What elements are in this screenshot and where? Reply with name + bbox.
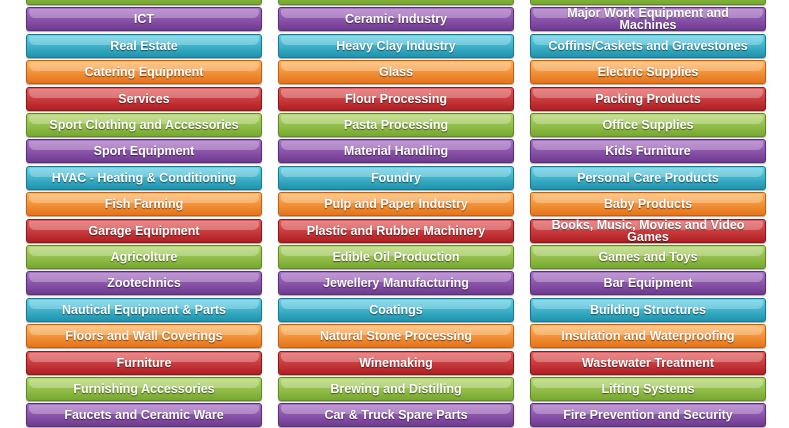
category-label: Natural Stone Processing <box>319 329 473 343</box>
category-label: Pasta Processing <box>343 118 449 132</box>
category-label: Zootechnics <box>107 276 181 290</box>
category-button[interactable] <box>530 0 766 5</box>
category-label: Coatings <box>369 303 423 317</box>
category-label: Material Handling <box>343 144 449 158</box>
category-button[interactable]: Winemaking <box>278 351 514 375</box>
category-button[interactable]: Major Work Equipment and Machines <box>530 7 766 31</box>
category-label: Sport Equipment <box>93 144 195 158</box>
category-label: Edible Oil Production <box>332 250 460 264</box>
category-label: Services <box>118 92 170 106</box>
category-button[interactable]: Personal Care Products <box>530 166 766 190</box>
category-button[interactable]: Glass <box>278 60 514 84</box>
category-button[interactable]: Coatings <box>278 298 514 322</box>
category-label: Coffins/Caskets and Gravestones <box>548 39 748 53</box>
category-label: Fish Farming <box>104 197 184 211</box>
category-button[interactable]: Flour Processing <box>278 87 514 111</box>
category-button[interactable]: Furnishing Accessories <box>26 377 262 401</box>
category-label: Pulp and Paper Industry <box>324 197 468 211</box>
category-label: Winemaking <box>359 356 433 370</box>
category-button[interactable]: Sport Equipment <box>26 139 262 163</box>
category-button[interactable]: Natural Stone Processing <box>278 324 514 348</box>
category-label: Glass <box>378 65 414 79</box>
category-button[interactable]: Wastewater Treatment <box>530 351 766 375</box>
category-label: Bar Equipment <box>603 276 693 290</box>
category-label: Office Supplies <box>602 118 694 132</box>
category-button[interactable] <box>278 0 514 5</box>
category-button[interactable]: Brewing and Distilling <box>278 377 514 401</box>
category-button[interactable]: Material Handling <box>278 139 514 163</box>
category-button[interactable]: Baby Products <box>530 192 766 216</box>
category-button[interactable]: Building Structures <box>530 298 766 322</box>
category-label: Packing Products <box>595 92 701 106</box>
category-button[interactable]: Zootechnics <box>26 271 262 295</box>
category-label: Floors and Wall Coverings <box>65 329 223 343</box>
category-button[interactable]: Agricolture <box>26 245 262 269</box>
category-button[interactable] <box>26 0 262 5</box>
category-button[interactable]: Packing Products <box>530 87 766 111</box>
category-button[interactable]: Floors and Wall Coverings <box>26 324 262 348</box>
category-button[interactable]: Kids Furniture <box>530 139 766 163</box>
category-button[interactable]: Ceramic Industry <box>278 7 514 31</box>
category-label: Furniture <box>116 356 172 370</box>
category-label: Faucets and Ceramic Ware <box>64 408 224 422</box>
category-button[interactable]: Real Estate <box>26 34 262 58</box>
category-button[interactable]: Sport Clothing and Accessories <box>26 113 262 137</box>
category-label: Heavy Clay Industry <box>336 39 456 53</box>
category-button[interactable]: Heavy Clay Industry <box>278 34 514 58</box>
category-label: Fire Prevention and Security <box>563 408 733 422</box>
category-label: Baby Products <box>603 197 693 211</box>
category-label: Flour Processing <box>344 92 448 106</box>
category-button[interactable]: Nautical Equipment & Parts <box>26 298 262 322</box>
category-label: ICT <box>133 12 155 26</box>
category-label: Real Estate <box>110 39 178 53</box>
category-button[interactable]: Services <box>26 87 262 111</box>
category-button[interactable]: Games and Toys <box>530 245 766 269</box>
category-button[interactable]: Catering Equipment <box>26 60 262 84</box>
category-button[interactable]: Jewellery Manufacturing <box>278 271 514 295</box>
category-label: Nautical Equipment & Parts <box>62 303 226 317</box>
category-button[interactable]: Pulp and Paper Industry <box>278 192 514 216</box>
category-label: Jewellery Manufacturing <box>323 276 469 290</box>
category-label: Ceramic Industry <box>344 12 448 26</box>
category-label: Lifting Systems <box>601 382 695 396</box>
category-button[interactable]: Coffins/Caskets and Gravestones <box>530 34 766 58</box>
category-button[interactable]: Furniture <box>26 351 262 375</box>
category-button[interactable]: Fish Farming <box>26 192 262 216</box>
category-button[interactable]: Faucets and Ceramic Ware <box>26 403 262 427</box>
category-button[interactable]: Insulation and Waterproofing <box>530 324 766 348</box>
category-button[interactable]: Car & Truck Spare Parts <box>278 403 514 427</box>
category-button[interactable]: HVAC - Heating & Conditioning <box>26 166 262 190</box>
category-button[interactable]: Books, Music, Movies and Video Games <box>530 219 766 243</box>
category-button[interactable]: Electric Supplies <box>530 60 766 84</box>
category-label: Games and Toys <box>598 250 698 264</box>
category-button[interactable]: Fire Prevention and Security <box>530 403 766 427</box>
category-label: Agricolture <box>110 250 178 264</box>
category-label: Insulation and Waterproofing <box>561 329 735 343</box>
category-label: Books, Music, Movies and Video Games <box>551 218 745 244</box>
category-button[interactable]: ICT <box>26 7 262 31</box>
category-label: Furnishing Accessories <box>73 382 215 396</box>
category-button[interactable]: Edible Oil Production <box>278 245 514 269</box>
category-label: Brewing and Distilling <box>330 382 462 396</box>
category-button[interactable]: Lifting Systems <box>530 377 766 401</box>
category-label: Catering Equipment <box>84 65 204 79</box>
category-button[interactable]: Plastic and Rubber Machinery <box>278 219 514 243</box>
category-label: Kids Furniture <box>605 144 691 158</box>
category-button[interactable]: Office Supplies <box>530 113 766 137</box>
category-label: Garage Equipment <box>88 224 200 238</box>
category-button[interactable]: Pasta Processing <box>278 113 514 137</box>
category-label: Building Structures <box>590 303 706 317</box>
category-label: Electric Supplies <box>597 65 699 79</box>
category-button[interactable]: Bar Equipment <box>530 271 766 295</box>
category-label: Sport Clothing and Accessories <box>49 118 239 132</box>
category-label: HVAC - Heating & Conditioning <box>51 171 237 185</box>
category-button[interactable]: Garage Equipment <box>26 219 262 243</box>
category-label: Major Work Equipment and Machines <box>567 6 729 32</box>
category-button[interactable]: Foundry <box>278 166 514 190</box>
category-label: Car & Truck Spare Parts <box>324 408 468 422</box>
category-label: Foundry <box>371 171 421 185</box>
category-label: Personal Care Products <box>577 171 719 185</box>
category-label: Wastewater Treatment <box>581 356 715 370</box>
category-label: Plastic and Rubber Machinery <box>306 224 486 238</box>
